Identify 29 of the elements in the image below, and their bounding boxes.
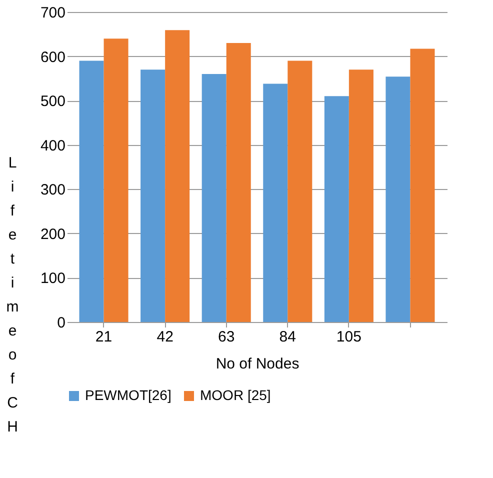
bar	[410, 48, 435, 322]
bar	[348, 70, 374, 322]
y-tick-label: 500	[40, 93, 66, 110]
y-tick-label: 400	[40, 137, 66, 154]
y-tick-label: 600	[40, 48, 66, 66]
y-tick-label: 200	[40, 226, 66, 243]
bar	[79, 60, 104, 322]
x-axis-title: No of Nodes	[216, 356, 300, 372]
x-tick-label: 42	[156, 328, 174, 346]
legend-label: PEWMOT[26]	[85, 387, 172, 403]
y-tick-label: 300	[40, 182, 66, 199]
bar	[226, 43, 251, 322]
y-tick-label: 700	[40, 4, 66, 22]
bar	[263, 84, 288, 322]
x-tick-label: 84	[279, 328, 296, 346]
bar	[104, 38, 128, 322]
y-tick-label: 0	[57, 314, 66, 332]
x-tick-label: 105	[336, 328, 362, 346]
bar	[386, 76, 410, 322]
x-tick-label: 21	[95, 328, 112, 346]
bar	[202, 74, 226, 322]
y-tick-label: 100	[40, 270, 66, 288]
bar	[140, 70, 166, 322]
bar	[165, 30, 190, 322]
bar	[324, 96, 349, 322]
legend-label: MOOR [25]	[200, 387, 271, 403]
x-tick-label: 63	[218, 328, 235, 346]
text: Lifetime of CH	[6, 154, 19, 436]
bar	[288, 60, 312, 322]
